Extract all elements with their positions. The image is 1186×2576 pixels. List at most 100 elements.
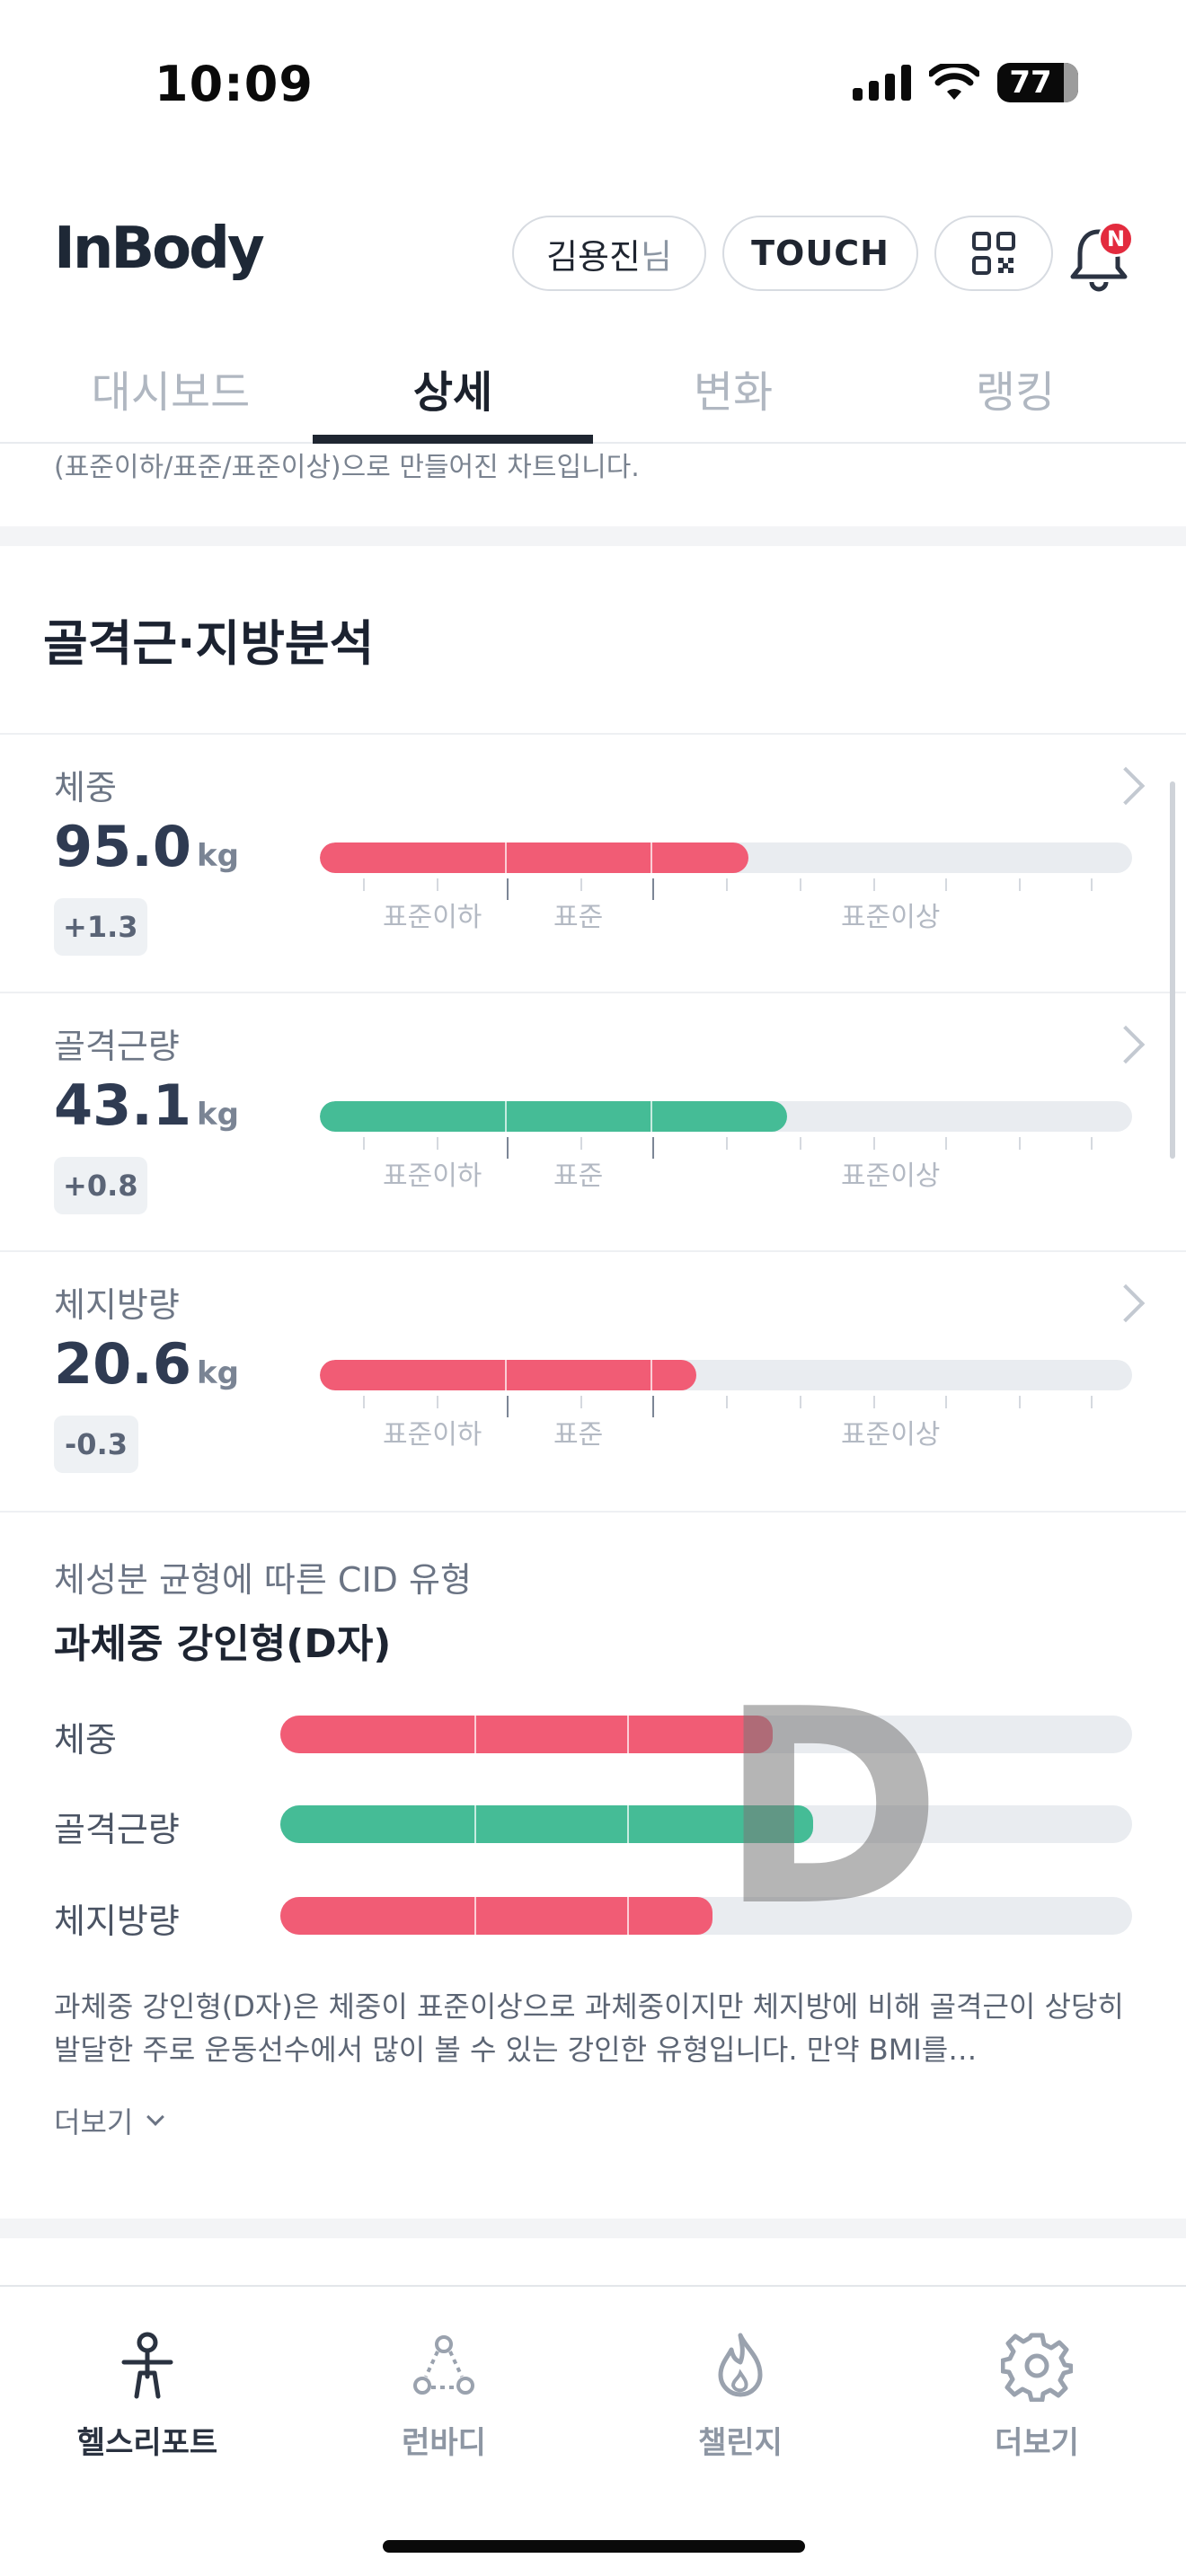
nav-label: 런바디 xyxy=(402,2425,486,2461)
chevron-right-icon xyxy=(1106,766,1146,806)
scale-label-above: 표준이상 xyxy=(841,902,941,933)
scale-tick xyxy=(507,878,509,900)
battery-icon: 77 xyxy=(997,63,1078,102)
metric-value: 20.6 kg xyxy=(54,1331,239,1397)
scale-label-below: 표준이하 xyxy=(383,902,482,933)
cid-bar-fill xyxy=(280,1897,712,1935)
cid-bar-track xyxy=(280,1716,1132,1753)
scale-tick xyxy=(800,878,801,891)
chevron-right-icon xyxy=(1106,1284,1146,1323)
nav-label: 챌린지 xyxy=(698,2425,783,2461)
tab-bar: 대시보드 상세 변화 랭킹 xyxy=(0,332,1186,444)
metric-label: 골격근량 xyxy=(54,1027,180,1066)
metric-row-body-fat[interactable]: 체지방량 20.6 kg -0.3 표준이하 표준 표준이상 xyxy=(0,1250,1186,1509)
cid-bar-track xyxy=(280,1805,1132,1843)
qr-code-icon xyxy=(972,232,1015,275)
user-name-button[interactable]: 김용진 님 xyxy=(512,216,706,291)
chevron-down-icon xyxy=(146,2108,165,2126)
tab-change[interactable]: 변화 xyxy=(693,367,774,418)
metric-value: 43.1 kg xyxy=(54,1072,239,1138)
scale-tick xyxy=(1019,1396,1021,1408)
cid-row-label: 골격근량 xyxy=(54,1810,180,1849)
user-name: 김용진 xyxy=(546,236,641,277)
more-button[interactable]: 더보기 xyxy=(54,2100,165,2141)
metric-label: 체지방량 xyxy=(54,1285,180,1325)
status-icons: 77 xyxy=(853,63,1078,102)
scale-tick xyxy=(652,878,654,900)
scale-tick xyxy=(1091,878,1093,891)
notification-badge: N xyxy=(1098,221,1134,257)
nav-run-body[interactable]: 런바디 xyxy=(354,2330,534,2462)
cid-type-label: 과체중 강인형(D자) xyxy=(54,1621,392,1667)
metric-row-skeletal-muscle[interactable]: 골격근량 43.1 kg +0.8 표준이하 표준 표준이상 xyxy=(0,992,1186,1250)
scale-tick xyxy=(1019,1137,1021,1150)
metric-bar-track xyxy=(320,842,1132,873)
scale-tick xyxy=(363,878,365,891)
notification-button[interactable]: N xyxy=(1067,221,1139,296)
metric-change-badge: +0.8 xyxy=(54,1157,147,1214)
section-divider xyxy=(0,2219,1186,2238)
cid-bar-fill xyxy=(280,1805,814,1843)
scale-tick xyxy=(363,1137,365,1150)
scale-label-below: 표준이하 xyxy=(383,1160,482,1192)
status-bar: 10:09 77 xyxy=(0,0,1186,171)
touch-button[interactable]: TOUCH xyxy=(722,216,918,291)
cid-bar-fill xyxy=(280,1716,773,1753)
cid-description: 과체중 강인형(D자)은 체중이 표준이상으로 과체중이지만 체지방에 비해 골… xyxy=(54,1989,1124,2067)
nav-label: 더보기 xyxy=(995,2425,1079,2461)
cid-subtitle: 체성분 균형에 따른 CID 유형 xyxy=(54,1560,472,1600)
scrollbar[interactable] xyxy=(1170,781,1175,1159)
status-time: 10:09 xyxy=(155,56,314,112)
scale-label-normal: 표준 xyxy=(553,1160,604,1192)
chevron-right-icon xyxy=(1106,1025,1146,1064)
scale-label-above: 표준이상 xyxy=(841,1419,941,1451)
scale-tick xyxy=(945,1137,947,1150)
metric-change-badge: -0.3 xyxy=(54,1416,138,1473)
scale-tick xyxy=(437,878,438,891)
cid-row-label: 체중 xyxy=(54,1720,117,1760)
scale-tick xyxy=(652,1396,654,1417)
scale-tick xyxy=(580,1396,582,1408)
nav-more[interactable]: 더보기 xyxy=(947,2330,1127,2462)
scale-tick xyxy=(1091,1137,1093,1150)
scale-tick xyxy=(437,1396,438,1408)
scale-tick xyxy=(726,1396,728,1408)
scale-label-above: 표준이상 xyxy=(841,1160,941,1192)
section-divider xyxy=(0,526,1186,546)
metric-bar-fill xyxy=(320,1101,787,1132)
battery-level: 77 xyxy=(1009,65,1052,101)
tab-ranking[interactable]: 랭킹 xyxy=(975,367,1056,418)
scale-tick xyxy=(437,1137,438,1150)
metric-value: 95.0 kg xyxy=(54,814,239,879)
scale-label-normal: 표준 xyxy=(553,1419,604,1451)
scale-tick xyxy=(726,1137,728,1150)
scale-tick xyxy=(800,1396,801,1408)
scale-tick xyxy=(873,1137,875,1150)
metric-bar-fill xyxy=(320,1360,697,1390)
scale-tick xyxy=(873,1396,875,1408)
inbody-logo: InBody xyxy=(54,216,265,282)
tab-dashboard[interactable]: 대시보드 xyxy=(91,367,251,418)
user-honorific: 님 xyxy=(640,236,672,277)
bottom-navigation: 헬스리포트 런바디 챌린지 더보기 xyxy=(0,2285,1186,2576)
cid-letter: D xyxy=(719,1652,943,1965)
scale-tick xyxy=(580,1137,582,1150)
tab-detail[interactable]: 상세 xyxy=(412,367,493,418)
chart-note: (표준이하/표준/표준이상)으로 만들어진 차트입니다. xyxy=(54,452,640,483)
scale-tick xyxy=(873,878,875,891)
qr-code-button[interactable] xyxy=(934,216,1053,291)
scale-label-below: 표준이하 xyxy=(383,1419,482,1451)
metric-bar-fill xyxy=(320,842,749,873)
nav-challenge[interactable]: 챌린지 xyxy=(651,2330,830,2462)
metric-row-weight[interactable]: 체중 95.0 kg +1.3 표준이하 표준 표준이상 xyxy=(0,733,1186,992)
cellular-signal-icon xyxy=(853,65,911,101)
scale-label-normal: 표준 xyxy=(553,902,604,933)
person-report-icon xyxy=(121,2332,173,2399)
scale-tick xyxy=(1091,1396,1093,1408)
cid-row-label: 체지방량 xyxy=(54,1901,180,1941)
nav-health-report[interactable]: 헬스리포트 xyxy=(58,2330,237,2462)
scale-tick xyxy=(726,878,728,891)
metric-bar-track xyxy=(320,1101,1132,1132)
scale-tick xyxy=(507,1396,509,1417)
home-indicator[interactable] xyxy=(383,2540,805,2553)
